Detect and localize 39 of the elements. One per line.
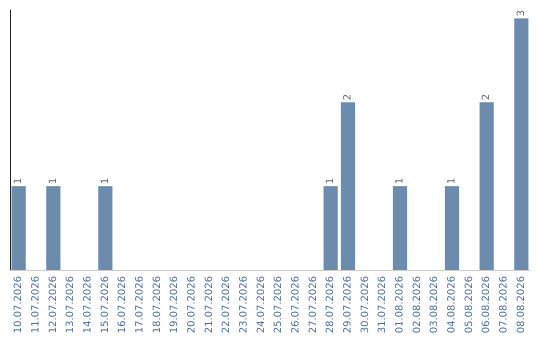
data-label: 1: [325, 178, 336, 184]
x-tick-label: 06.08.2026: [481, 276, 492, 334]
x-tick-label: 19.07.2026: [169, 276, 180, 334]
x-tick-label: 16.07.2026: [117, 276, 128, 334]
x-tick-label: 18.07.2026: [152, 276, 163, 334]
x-tick-label: 11.07.2026: [30, 276, 42, 334]
x-tick-label: 23.07.2026: [238, 276, 250, 334]
data-label: 3: [516, 10, 527, 16]
x-tick-label: 30.07.2026: [360, 276, 371, 334]
x-tick-label: 21.07.2026: [204, 276, 215, 334]
x-tick-label: 04.08.2026: [446, 276, 458, 334]
x-tick-label: 28.07.2026: [325, 276, 336, 334]
x-tick-label: 26.07.2026: [290, 276, 302, 334]
x-tick-label: 03.08.2026: [429, 276, 440, 334]
x-tick-label: 13.07.2026: [65, 276, 76, 334]
x-tick-label: 22.07.2026: [221, 276, 232, 334]
x-tick-label: 02.08.2026: [412, 276, 423, 334]
x-tick-label: 29.07.2026: [342, 276, 354, 334]
data-label: 1: [48, 178, 59, 184]
x-tick-label: 12.07.2026: [48, 276, 59, 334]
data-label: 2: [342, 94, 354, 100]
data-label: 1: [446, 178, 458, 184]
x-tick-label: 10.07.2026: [13, 276, 24, 334]
x-tick-label: 14.07.2026: [82, 276, 94, 334]
x-tick-label: 05.08.2026: [464, 276, 475, 334]
x-tick-label: 24.07.2026: [256, 276, 267, 334]
x-tick-label: 08.08.2026: [516, 276, 527, 334]
data-label: 1: [100, 178, 111, 184]
data-label: 2: [481, 94, 492, 100]
x-tick-label: 17.07.2026: [134, 276, 146, 334]
data-label: 1: [394, 178, 406, 184]
x-tick-label: 20.07.2026: [186, 276, 198, 334]
x-tick-label: 07.08.2026: [498, 276, 510, 334]
x-tick-label: 25.07.2026: [273, 276, 284, 334]
x-tick-label: 27.07.2026: [308, 276, 319, 334]
x-tick-label: 01.08.2026: [394, 276, 406, 334]
x-tick-label: 15.07.2026: [100, 276, 111, 334]
x-tick-label: 31.07.2026: [377, 276, 388, 334]
data-label: 1: [13, 178, 24, 184]
